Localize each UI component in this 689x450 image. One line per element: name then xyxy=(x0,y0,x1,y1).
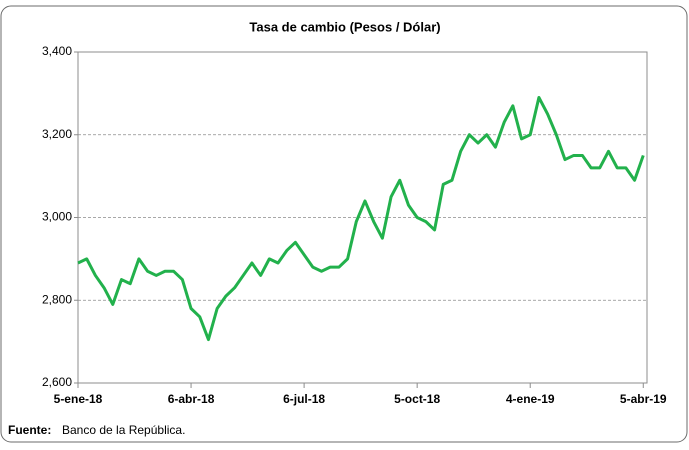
x-tick-label: 4-ene-19 xyxy=(506,392,555,406)
x-tick-label: 5-oct-18 xyxy=(394,392,440,406)
x-tick-label: 6-jul-18 xyxy=(283,392,325,406)
series-line xyxy=(77,96,645,342)
x-tick-label: 5-abr-19 xyxy=(620,392,667,406)
y-tick-label: 2,600 xyxy=(42,375,72,389)
y-tick-label: 3,000 xyxy=(42,210,72,224)
y-tick-label: 3,200 xyxy=(42,127,72,141)
y-tick-label: 3,400 xyxy=(42,44,72,58)
x-tick-label: 6-abr-18 xyxy=(168,392,215,406)
chart-layer: 2,600 2,800 3,000 3,200 3,400 5-ene-18 6-abr-1… xyxy=(42,44,667,406)
x-tick-label: 5-ene-18 xyxy=(54,392,103,406)
plot-area xyxy=(77,51,648,384)
y-tick-label: 2,800 xyxy=(42,292,72,306)
source-text: Banco de la República. xyxy=(62,423,185,437)
chart-title: Tasa de cambio (Pesos / Dólar) xyxy=(249,19,440,34)
source-label: Fuente: xyxy=(8,423,51,437)
